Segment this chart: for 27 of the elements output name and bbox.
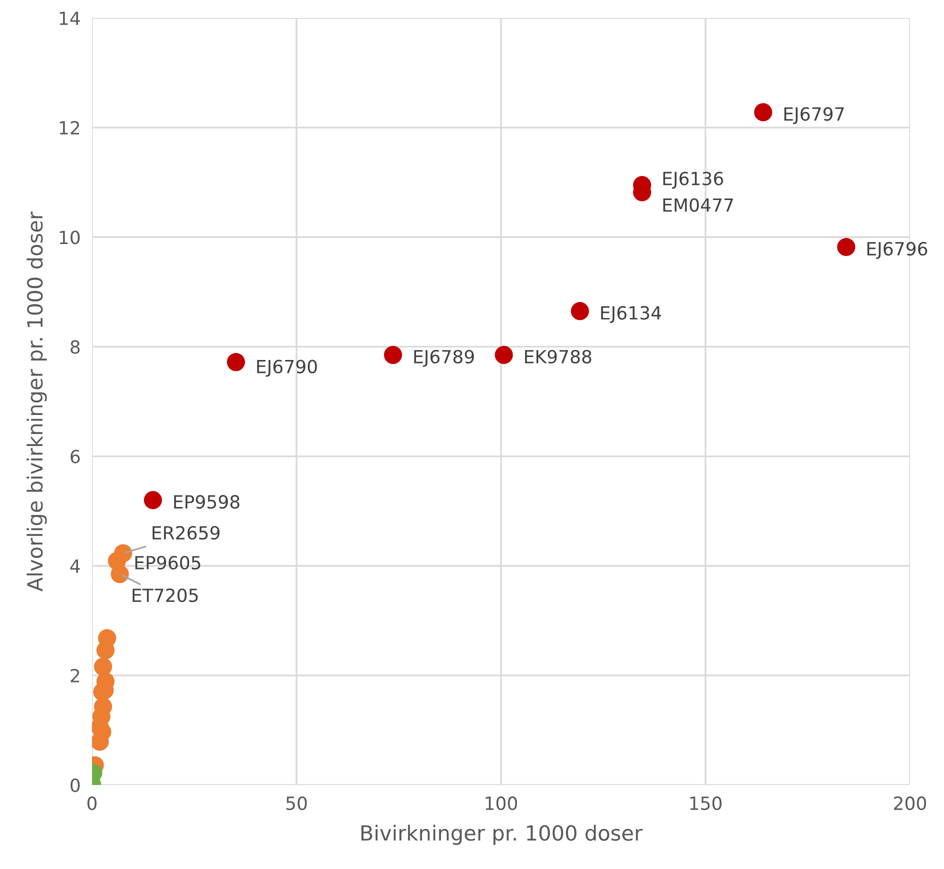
- y-tick-label: 6: [70, 450, 80, 464]
- annotation: ER2659: [152, 526, 220, 540]
- annotation: EK9788: [525, 350, 592, 364]
- y-tick-label: 8: [70, 340, 80, 354]
- y-axis-title: Alvorlige bivirkninger pr. 1000 doser: [26, 211, 47, 592]
- annotation: EJ6796: [867, 242, 928, 259]
- annotation: EP9598: [174, 495, 240, 509]
- x-tick-label: 150: [690, 796, 722, 810]
- annotation: EJ6789: [414, 350, 474, 367]
- annotation: ET7205: [132, 588, 198, 602]
- annotation: EJ6790: [257, 360, 317, 377]
- annotation: EJ6134: [601, 306, 662, 324]
- annotation: EM0477: [663, 198, 733, 212]
- x-tick-label: 0: [87, 796, 97, 810]
- y-tick-label: 0: [70, 778, 80, 792]
- y-tick-label: 14: [60, 12, 80, 25]
- x-tick-label: 100: [486, 796, 518, 810]
- y-tick-label: 10: [60, 230, 80, 244]
- x-tick-label: 200: [894, 796, 926, 810]
- x-tick-label: 50: [286, 796, 307, 810]
- y-tick-label: 12: [60, 121, 80, 134]
- annotation: EJ6797: [784, 107, 844, 124]
- y-tick-label: 2: [70, 668, 80, 682]
- annotation: EP9605: [135, 556, 200, 570]
- annotation: EJ6136: [663, 172, 724, 189]
- x-axis-title: Bivirkninger pr. 1000 doser: [361, 824, 643, 845]
- y-tick-label: 4: [70, 560, 80, 573]
